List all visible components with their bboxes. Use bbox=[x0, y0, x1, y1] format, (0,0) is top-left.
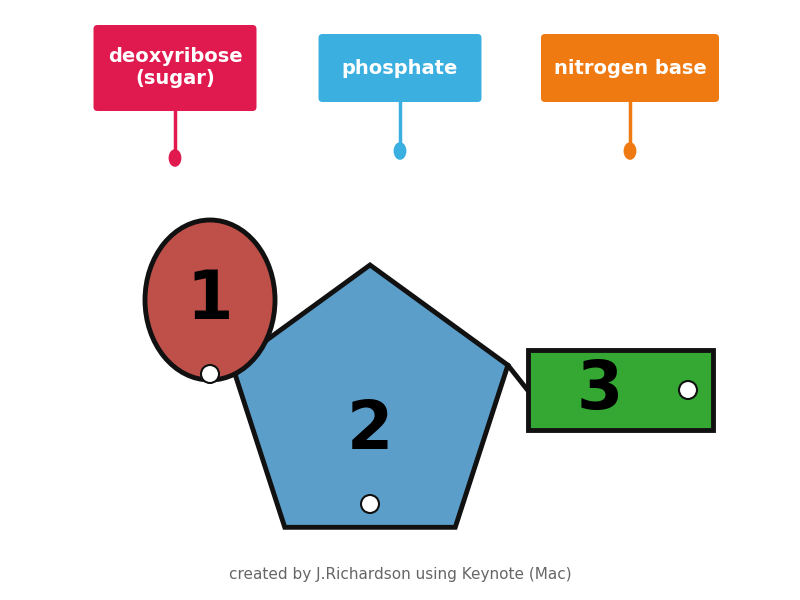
Text: phosphate: phosphate bbox=[342, 58, 458, 77]
FancyBboxPatch shape bbox=[94, 25, 257, 111]
FancyBboxPatch shape bbox=[527, 350, 713, 430]
Circle shape bbox=[361, 495, 379, 513]
Ellipse shape bbox=[145, 220, 275, 380]
Text: 2: 2 bbox=[347, 397, 393, 463]
FancyBboxPatch shape bbox=[318, 34, 482, 102]
Text: 3: 3 bbox=[577, 357, 623, 423]
Text: nitrogen base: nitrogen base bbox=[554, 58, 706, 77]
Circle shape bbox=[201, 365, 219, 383]
FancyBboxPatch shape bbox=[541, 34, 719, 102]
Polygon shape bbox=[232, 265, 508, 527]
Ellipse shape bbox=[624, 142, 637, 160]
Text: created by J.Richardson using Keynote (Mac): created by J.Richardson using Keynote (M… bbox=[229, 568, 571, 583]
Ellipse shape bbox=[394, 142, 406, 160]
Text: 1: 1 bbox=[186, 267, 234, 333]
Circle shape bbox=[679, 381, 697, 399]
Text: deoxyribose
(sugar): deoxyribose (sugar) bbox=[108, 47, 242, 88]
Ellipse shape bbox=[169, 149, 182, 167]
